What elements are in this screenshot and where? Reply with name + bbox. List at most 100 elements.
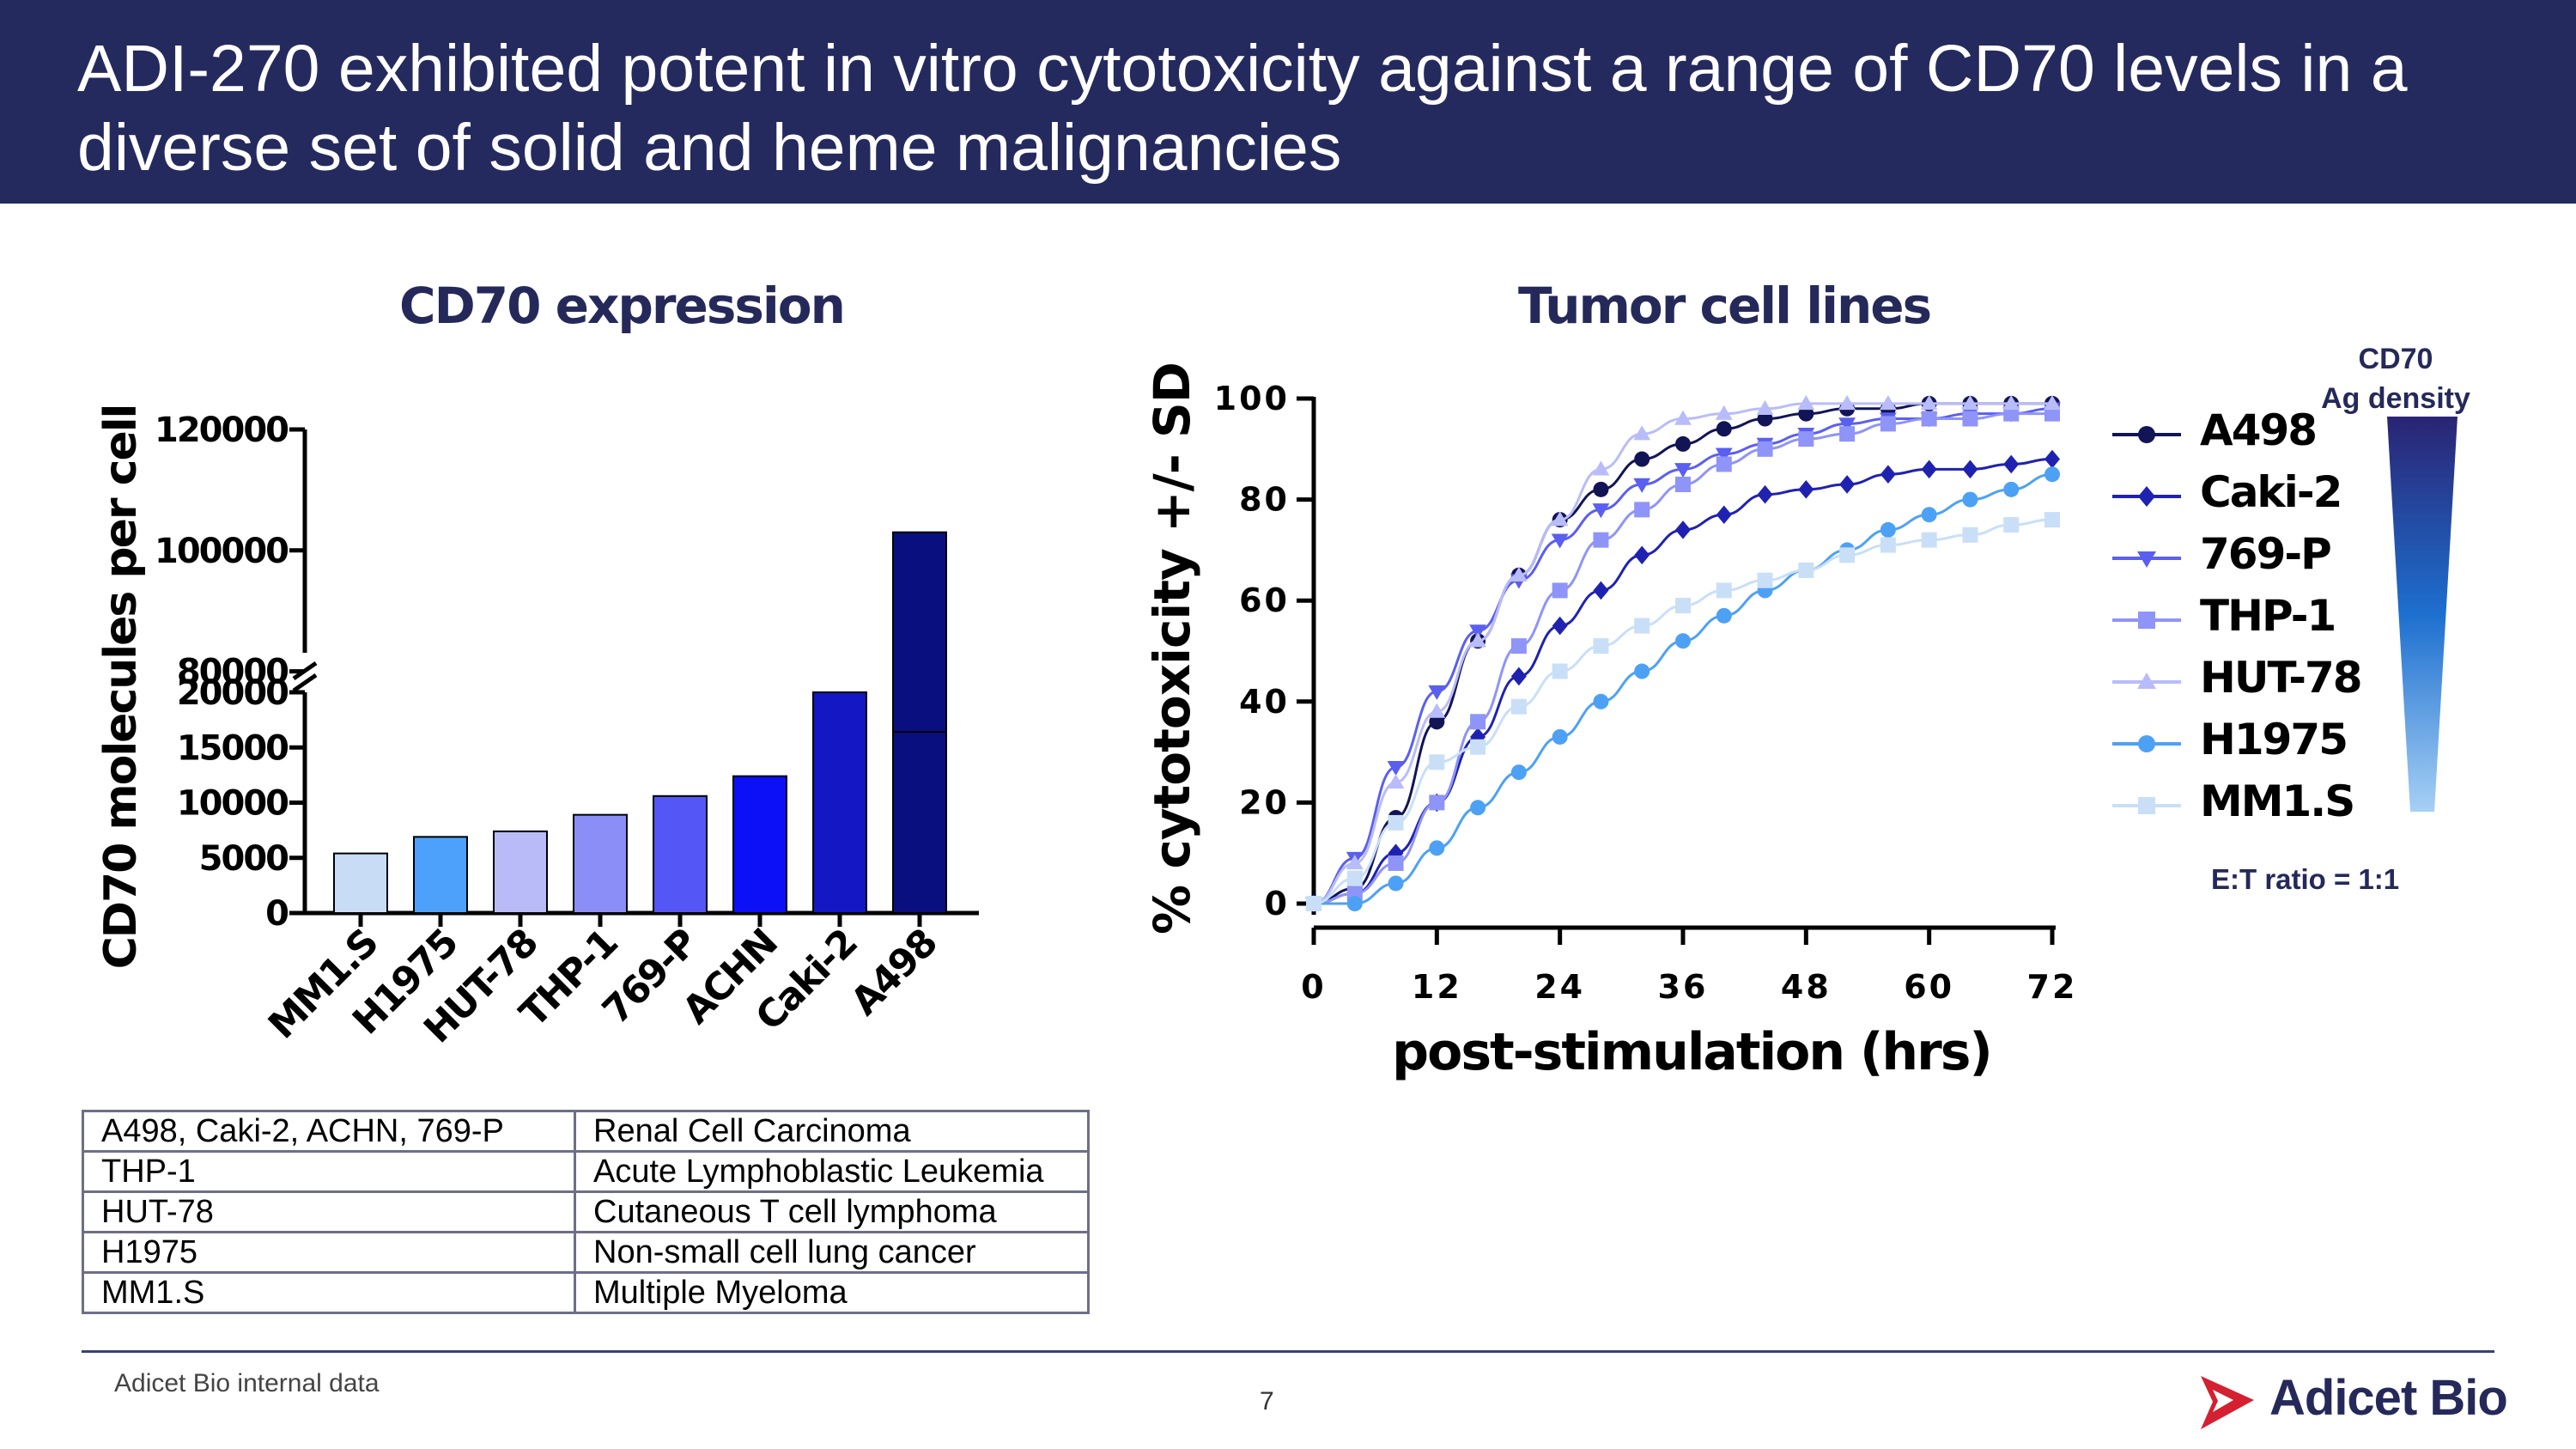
line-chart-legend: A498 Caki-2 769-P THP-1 HUT-78 H1975 MM1.S [2112, 402, 2370, 835]
line-chart-title: Tumor cell lines [1518, 277, 1932, 335]
y-tick-label: 15000 [177, 728, 288, 768]
cd70-density-label: CD70 Ag density [2310, 339, 2482, 418]
data-point-mm1-s [1634, 618, 1650, 634]
y-tick-label: 100000 [155, 532, 288, 571]
data-point-mm1-s [1510, 698, 1527, 715]
series-line-hut-78 [1313, 402, 2052, 905]
data-point-thp-1 [1839, 426, 1856, 442]
data-point-thp-1 [1716, 456, 1732, 472]
data-point-thp-1 [1921, 411, 1937, 427]
x-tick-label: 12 [1412, 968, 1462, 1006]
legend-label: Caki-2 [2200, 467, 2342, 517]
data-point-mm1-s [1798, 562, 1814, 578]
legend-marker [2137, 673, 2156, 689]
bar-achn [732, 775, 787, 914]
data-point-h1975 [2044, 466, 2060, 483]
data-point-769-p [1469, 624, 1487, 640]
data-point-thp-1 [1593, 532, 1609, 548]
et-ratio-label: E:T ratio = 1:1 [2211, 863, 2400, 895]
data-point-h1975 [1346, 896, 1363, 911]
bar-h1975 [413, 836, 468, 915]
legend-swatch-caki-2 [2112, 486, 2181, 507]
data-point-h1975 [1921, 507, 1937, 523]
y-tick-label: 120000 [155, 411, 288, 450]
data-point-thp-1 [1880, 416, 1896, 432]
data-point-thp-1 [1962, 411, 1978, 427]
y-tick-label: 20 [1239, 783, 1290, 821]
data-point-769-p [1387, 761, 1405, 776]
legend-label: H1975 [2200, 715, 2348, 764]
line-chart-x-axis-label: post-stimulation (hrs) [1392, 1022, 1991, 1082]
data-point-h1975 [1675, 633, 1691, 649]
legend-swatch-769-p [2112, 551, 2181, 568]
data-point-769-p [1633, 478, 1651, 493]
data-point-thp-1 [1634, 502, 1650, 518]
data-point-hut-78 [1551, 511, 1569, 527]
data-point-thp-1 [1675, 476, 1691, 492]
legend-label: A498 [2200, 405, 2318, 455]
x-tick-label: 48 [1781, 968, 1832, 1006]
legend-marker [2138, 486, 2155, 507]
data-point-a498 [1798, 405, 1814, 422]
data-point-769-p [1592, 503, 1610, 519]
y-tick-label: 80 [1239, 481, 1290, 519]
data-point-hut-78 [1797, 394, 1815, 411]
data-point-hut-78 [1510, 566, 1528, 581]
data-point-hut-78 [2002, 394, 2020, 411]
data-point-hut-78 [1879, 394, 1897, 411]
cell-line-names: HUT-78 [82, 1190, 576, 1233]
data-point-caki-2 [1839, 475, 1856, 494]
y-tick-label: 100 [1214, 380, 1290, 417]
cancer-type: Cutaneous T cell lymphoma [574, 1190, 1090, 1233]
data-point-769-p [1551, 533, 1569, 549]
data-point-thp-1 [1388, 855, 1404, 871]
table-row: A498, Caki-2, ACHN, 769-P Renal Cell Carc… [82, 1110, 1090, 1153]
legend-marker [2138, 426, 2155, 443]
x-tick-label: 0 [1301, 968, 1326, 1006]
data-point-a498 [1593, 481, 1609, 497]
data-point-mm1-s [1429, 754, 1445, 770]
bar-a498-upper [892, 531, 947, 733]
bar-769-p [653, 795, 708, 914]
data-point-mm1-s [2044, 512, 2060, 528]
y-tick-label: 0 [265, 894, 288, 934]
data-point-mm1-s [1346, 870, 1363, 886]
data-point-thp-1 [1757, 441, 1773, 457]
cd70-label-line1: CD70 [2358, 343, 2433, 375]
legend-label: 769-P [2200, 529, 2332, 579]
bar-chart-y-axis-label: CD70 molecules per cell [95, 405, 147, 970]
data-point-hut-78 [1920, 394, 1938, 411]
cancer-type: Renal Cell Carcinoma [574, 1110, 1090, 1153]
cancer-type: Acute Lymphoblastic Leukemia [574, 1150, 1090, 1193]
data-point-769-p [1428, 685, 1446, 700]
data-point-caki-2 [1921, 460, 1937, 479]
legend-label: HUT-78 [2200, 653, 2363, 703]
legend-marker [2138, 735, 2155, 752]
cancer-type: Non-small cell lung cancer [574, 1231, 1090, 1274]
data-point-caki-2 [1675, 521, 1691, 539]
data-point-mm1-s [1470, 739, 1486, 755]
x-tick-label: 60 [1904, 968, 1954, 1006]
slide-title: ADI-270 exhibited potent in vitro cytoto… [77, 32, 2408, 185]
data-point-h1975 [1880, 521, 1896, 538]
legend-marker [2138, 797, 2155, 814]
data-point-caki-2 [1634, 545, 1650, 565]
data-point-thp-1 [1510, 638, 1527, 654]
data-point-a498 [1716, 421, 1732, 437]
data-point-hut-78 [1633, 425, 1651, 441]
cell-line-names: MM1.S [82, 1271, 576, 1314]
legend-label: THP-1 [2200, 591, 2336, 641]
data-point-h1975 [1388, 875, 1404, 892]
data-point-a498 [1429, 714, 1445, 730]
data-point-thp-1 [1429, 795, 1445, 811]
legend-item-caki-2: Caki-2 [2112, 464, 2370, 526]
data-point-thp-1 [2003, 405, 2020, 422]
y-tick-label: 10000 [177, 784, 288, 824]
data-point-mm1-s [1921, 532, 1937, 548]
data-point-thp-1 [1552, 582, 1568, 599]
data-point-caki-2 [1510, 667, 1527, 686]
legend-swatch-mm1-s [2112, 797, 2181, 814]
legend-item-a498: A498 [2112, 402, 2370, 464]
footer-source: Adicet Bio internal data [114, 1369, 380, 1397]
